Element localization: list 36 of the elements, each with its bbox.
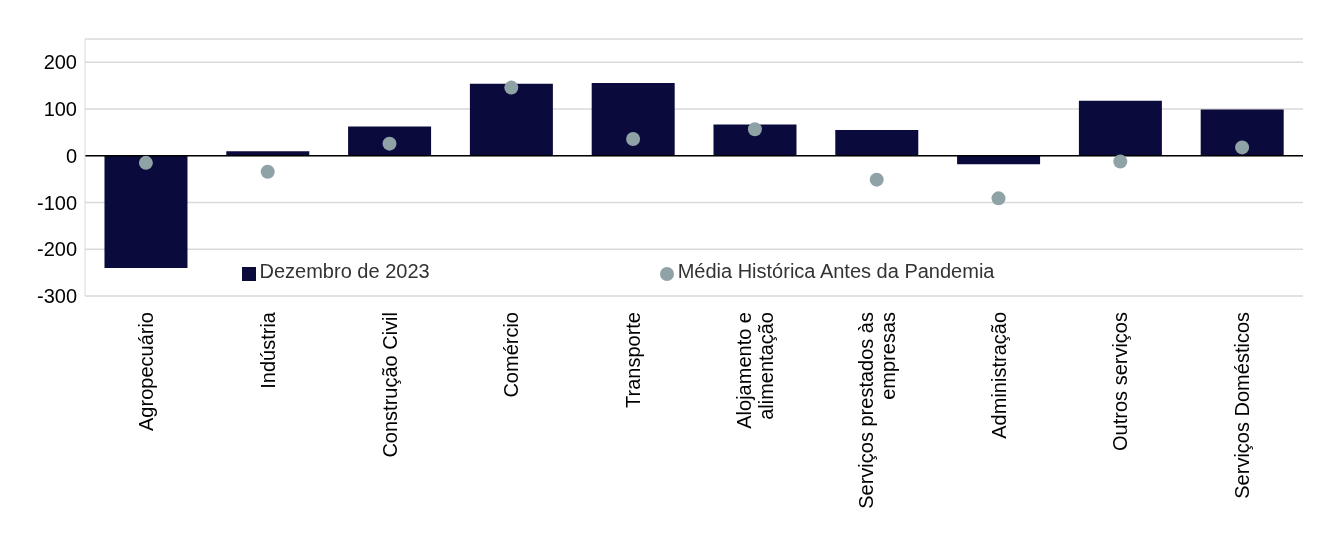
x-tick-label: Administração xyxy=(987,312,1010,439)
x-tick-label: Serviços prestados às empresas xyxy=(854,312,899,509)
point xyxy=(869,172,884,187)
point xyxy=(626,132,641,146)
x-tick-label: Transporte xyxy=(622,312,645,408)
x-tick-label: Comércio xyxy=(500,312,523,398)
y-tick-label: -200 xyxy=(36,238,77,261)
point xyxy=(382,136,397,151)
y-tick-label: 100 xyxy=(43,98,77,121)
point xyxy=(1113,154,1128,169)
point xyxy=(260,164,275,179)
bar xyxy=(1200,109,1284,156)
point xyxy=(1235,140,1250,155)
legend-label: Média Histórica Antes da Pandemia xyxy=(677,260,995,282)
y-tick-label: -300 xyxy=(36,285,77,308)
y-tick-label: -100 xyxy=(36,191,77,214)
y-tick-label: 0 xyxy=(65,144,77,167)
y-tick-label: 200 xyxy=(43,51,77,74)
bar xyxy=(591,82,675,156)
bar xyxy=(469,83,553,156)
point xyxy=(138,155,153,170)
x-tick-label: Serviços Domésticos xyxy=(1231,312,1254,499)
x-tick-label: Indústria xyxy=(256,311,279,389)
point xyxy=(504,80,519,95)
bar xyxy=(713,124,797,156)
x-tick-label: Construção Civil xyxy=(378,312,401,458)
bar xyxy=(104,155,188,268)
x-tick-label: Agropecuário xyxy=(134,312,157,431)
bar xyxy=(835,130,919,156)
point xyxy=(747,122,762,137)
point xyxy=(991,191,1006,206)
bar xyxy=(1078,100,1162,156)
bar xyxy=(348,126,432,156)
x-tick-label: Alojamento e alimentação xyxy=(732,312,777,429)
legend-label: Dezembro de 2023 xyxy=(259,260,430,282)
x-tick-label: Outros serviços xyxy=(1109,312,1132,451)
